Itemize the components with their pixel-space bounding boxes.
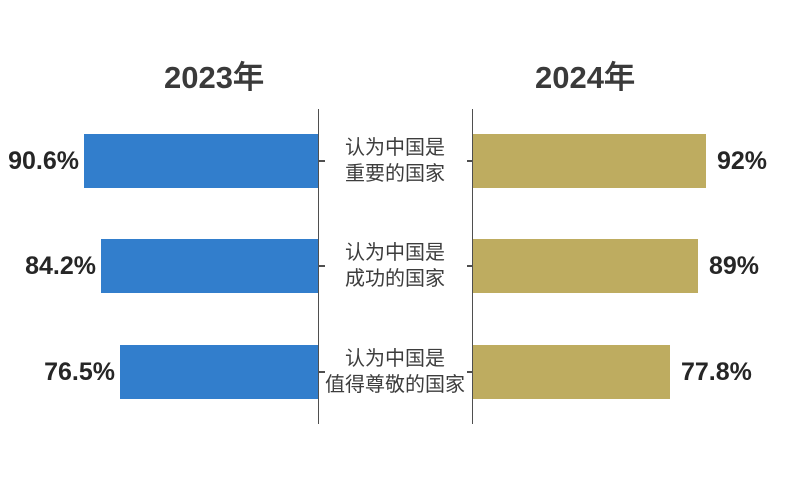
chart-row: 76.5% 认为中国是 值得尊敬的国家 77.8% — [0, 345, 800, 399]
left-axis-tick — [312, 371, 325, 373]
value-label-2023: 90.6% — [8, 147, 79, 175]
left-axis-tick — [312, 160, 325, 162]
value-label-2023: 84.2% — [25, 252, 96, 280]
bar-2023 — [83, 134, 318, 188]
category-label: 认为中国是 值得尊敬的国家 — [318, 345, 472, 399]
category-line-2: 重要的国家 — [345, 163, 445, 185]
category-line-1: 认为中国是 — [345, 137, 445, 159]
chart-row: 90.6% 认为中国是 重要的国家 92% — [0, 134, 800, 188]
value-label-2023: 76.5% — [44, 358, 115, 386]
category-line-2: 值得尊敬的国家 — [325, 374, 465, 396]
bar-2024 — [472, 345, 670, 399]
bar-2024 — [472, 239, 698, 293]
bar-2023 — [100, 239, 318, 293]
category-label: 认为中国是 重要的国家 — [318, 134, 472, 188]
chart-row: 84.2% 认为中国是 成功的国家 89% — [0, 239, 800, 293]
value-label-2024: 92% — [717, 147, 768, 175]
left-axis-tick — [312, 265, 325, 267]
value-label-2024: 77.8% — [681, 358, 752, 386]
value-label-2024: 89% — [709, 252, 760, 280]
bar-2024 — [472, 134, 706, 188]
category-line-1: 认为中国是 — [345, 348, 445, 370]
category-label: 认为中国是 成功的国家 — [318, 239, 472, 293]
bar-2023 — [119, 345, 318, 399]
category-line-1: 认为中国是 — [345, 242, 445, 264]
left-column-title: 2023年 — [164, 60, 264, 95]
category-line-2: 成功的国家 — [345, 268, 445, 290]
right-column-title: 2024年 — [535, 60, 635, 95]
